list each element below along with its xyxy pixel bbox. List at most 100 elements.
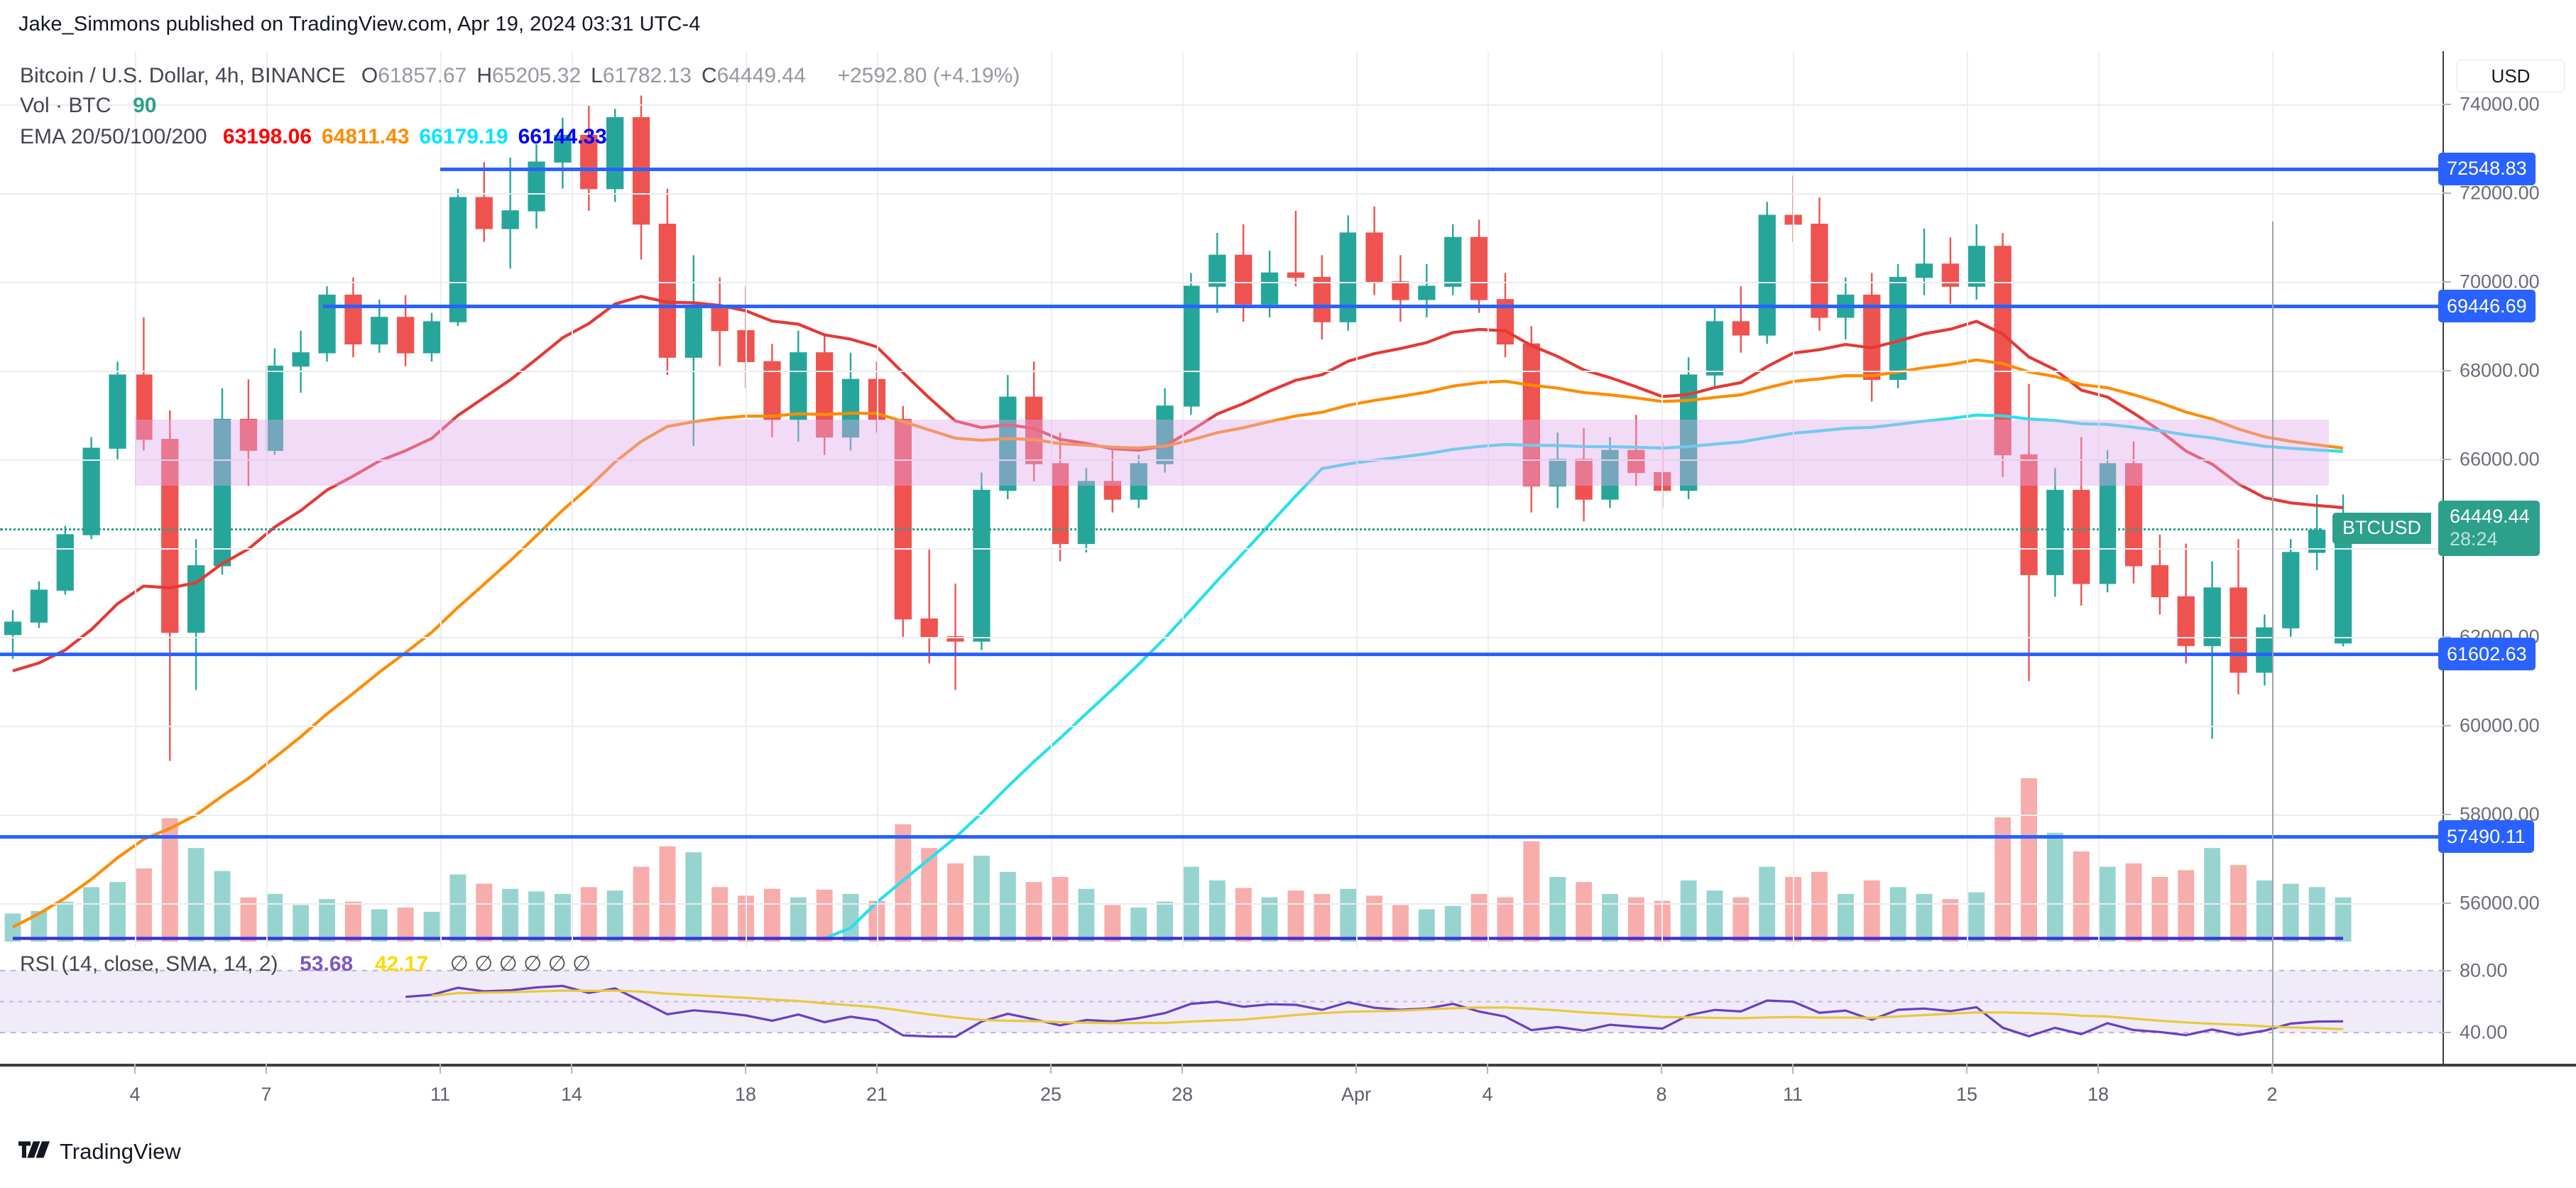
symbol-flag[interactable]: BTCUSD — [2332, 512, 2432, 544]
horizontal-gridline — [0, 814, 2443, 816]
horizontal-gridline — [0, 547, 2443, 550]
legend-ohlc-key: L — [591, 64, 603, 87]
vertical-gridline — [1356, 51, 1358, 947]
legend-ohlc-value: 65205.32 — [492, 64, 582, 87]
legend-ohlc-key: H — [476, 64, 492, 87]
time-axis-tickmark — [1181, 1064, 1183, 1074]
vertical-gridline — [1793, 51, 1794, 947]
price-axis-tickmark — [2443, 192, 2451, 194]
price-pane[interactable] — [0, 51, 2443, 947]
time-axis[interactable]: 4 7 11 14 18 21 25 28 Apr 4 8 11 15 18 2 — [0, 222, 2576, 1132]
legend-ohlc-value: 61782.13 — [602, 64, 692, 87]
legend-volume-label: Vol · BTC — [20, 94, 111, 117]
rsi-line — [405, 984, 2344, 1038]
time-axis-tick: 8 — [1656, 1084, 1667, 1105]
price-level-tag[interactable]: 57490.11 — [2438, 820, 2534, 854]
rsi-axis[interactable]: 80.00 40.00 — [2443, 947, 2576, 1064]
legend-rsi-row[interactable]: RSI (14, close, SMA, 14, 2) 53.68 42.17 … — [20, 952, 591, 976]
rsi-sma-line — [431, 989, 2344, 1030]
time-axis-tick: 25 — [1039, 1084, 1062, 1105]
time-axis-tickmark — [2271, 1064, 2273, 1074]
vertical-gridline — [2098, 51, 2100, 947]
legend-symbol-title: Bitcoin / U.S. Dollar, 4h, BINANCE — [20, 64, 346, 87]
price-axis-tickmark — [2443, 280, 2451, 283]
price-axis-tickmark — [2443, 458, 2451, 460]
price-axis-tick: 70000.00 — [2460, 271, 2540, 293]
vertical-gridline — [1661, 51, 1663, 947]
time-axis-tick: 15 — [1955, 1084, 1978, 1105]
rsi-axis-tick: 80.00 — [2460, 959, 2508, 981]
rsi-axis-tickmark — [2443, 969, 2451, 971]
time-axis-tick: 18 — [734, 1084, 757, 1105]
vertical-gridline — [877, 51, 878, 947]
price-axis[interactable]: USD 74000.00 72000.00 70000.00 68000.00 6600… — [2438, 51, 2576, 947]
price-level-tag[interactable]: 61602.63 — [2438, 638, 2536, 671]
legend-rsi-label: RSI (14, close, SMA, 14, 2) — [20, 952, 278, 976]
time-axis-tickmark — [1355, 1064, 1357, 1074]
price-axis-tick: 56000.00 — [2460, 892, 2540, 914]
vertical-gridline — [572, 51, 573, 947]
horizontal-gridline — [0, 104, 2443, 106]
vertical-gridline — [266, 51, 268, 947]
support-resistance-line[interactable] — [0, 835, 2443, 839]
vertical-gridline — [440, 51, 442, 947]
horizontal-gridline — [0, 903, 2443, 905]
time-axis-tickmark — [134, 1064, 136, 1074]
price-level-tag[interactable]: 72548.83 — [2438, 152, 2536, 185]
tradingview-logo-icon — [18, 1141, 50, 1162]
candles — [4, 95, 2352, 761]
time-axis-tick: 18 — [2087, 1084, 2110, 1105]
price-axis-tick: 68000.00 — [2460, 359, 2540, 381]
price-axis-tickmark — [2443, 636, 2451, 638]
horizontal-gridline — [0, 370, 2443, 372]
time-axis-tickmark — [571, 1064, 572, 1074]
time-axis-tickmark — [1050, 1064, 1052, 1074]
price-axis-tick: 74000.00 — [2460, 93, 2540, 115]
last-price-tag[interactable]: 64449.44 28:24 — [2438, 500, 2540, 556]
legend-ema-value: 63198.06 — [222, 125, 312, 148]
legend-ema-row[interactable]: EMA 20/50/100/200 63198.06 64811.43 66179.… — [20, 125, 617, 149]
horizontal-gridline — [0, 636, 2443, 638]
price-level-tag[interactable]: 69446.69 — [2438, 290, 2536, 323]
currency-badge[interactable]: USD — [2457, 60, 2565, 92]
legend-volume-row[interactable]: Vol · BTC 90 — [20, 94, 156, 118]
price-axis-tickmark — [2443, 369, 2451, 371]
ema-20-line — [12, 295, 2344, 672]
legend-symbol-row[interactable]: Bitcoin / U.S. Dollar, 4h, BINANCE O6185… — [20, 64, 1020, 88]
time-axis-tickmark — [1487, 1064, 1488, 1074]
time-axis-tickmark — [440, 1064, 441, 1074]
time-axis-tick: 4 — [1482, 1084, 1493, 1105]
rsi-pane[interactable] — [0, 947, 2443, 1064]
supply-zone-rect[interactable] — [135, 419, 2329, 486]
support-resistance-line[interactable] — [323, 305, 2443, 309]
rsi-axis-tickmark — [2443, 1032, 2451, 1034]
attribution-text: Jake_Simmons published on TradingView.co… — [18, 13, 701, 36]
support-resistance-line[interactable] — [0, 653, 2443, 657]
time-axis-tick: 14 — [560, 1084, 583, 1105]
legend-ohlc-value: 64449.44 — [716, 64, 806, 87]
legend-ohlc-key: O — [361, 64, 378, 87]
rsi-axis-tick: 40.00 — [2460, 1021, 2508, 1043]
price-axis-tickmark — [2443, 724, 2451, 726]
ema-100-line — [13, 413, 2344, 940]
time-axis-tick: 2 — [2266, 1084, 2278, 1105]
footer-branding: TradingView — [18, 1139, 181, 1165]
rsi-series — [0, 969, 2443, 1038]
price-axis-tick: 66000.00 — [2460, 448, 2540, 470]
volume-bars — [4, 778, 2352, 942]
bar-countdown: 28:24 — [2450, 528, 2498, 550]
horizontal-gridline — [0, 725, 2443, 727]
time-axis-tickmark — [266, 1064, 267, 1074]
candlestick-series — [4, 95, 2352, 942]
price-axis-tickmark — [2443, 813, 2451, 815]
vertical-gridline — [746, 51, 747, 947]
legend-ohlc-value: 61857.67 — [378, 64, 467, 87]
support-resistance-line[interactable] — [440, 167, 2443, 171]
vertical-gridline — [1967, 51, 1968, 947]
legend-ema-value: 66144.33 — [518, 125, 607, 148]
legend-ema-value: 64811.43 — [322, 125, 410, 148]
time-axis-tickmark — [876, 1064, 878, 1074]
vertical-gridline — [1051, 51, 1052, 947]
time-axis-tick: 7 — [261, 1084, 272, 1105]
legend-rsi-empty-slots: ∅ ∅ ∅ ∅ ∅ ∅ — [449, 952, 591, 976]
